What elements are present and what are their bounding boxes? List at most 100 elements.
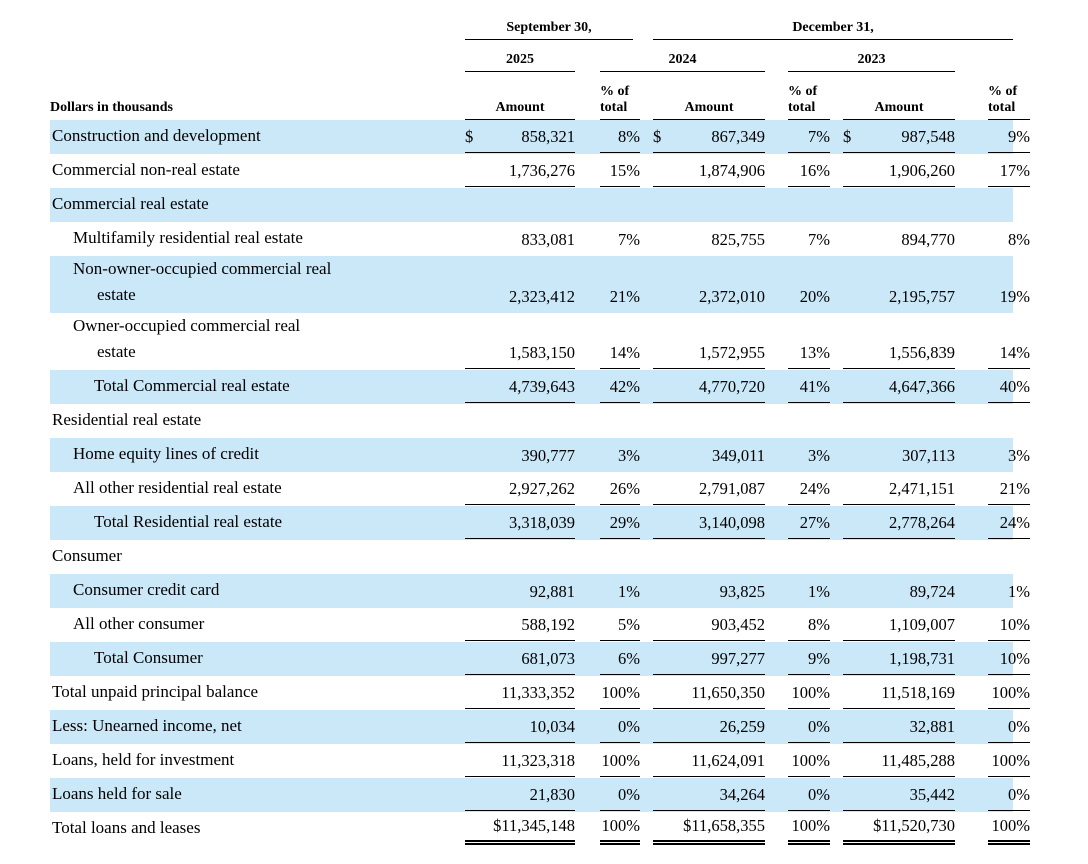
pct-2024-cell: 0% [788, 717, 830, 743]
amount-2024-cell: 1,572,955 [653, 343, 765, 369]
pct-2024-cell [788, 432, 830, 438]
year-column-2025: 2025 [465, 52, 575, 72]
table-body: Construction and development $858,321 8%… [50, 120, 1030, 846]
table-header-date-groups: September 30, December 31, [50, 10, 1030, 40]
year-column-2023: 2023 [788, 52, 955, 72]
amount-2023-cell: 1,198,731 [843, 649, 955, 675]
dollar-sign: $ [843, 127, 852, 146]
table-row: Commercial non-real estate 1,736,276 15%… [50, 154, 1030, 188]
pct-header-line1: % of [600, 84, 630, 100]
table-row: Residential real estate [50, 404, 1030, 438]
year-column-2024: 2024 [600, 52, 765, 72]
row-label: Home equity lines of credit [50, 441, 465, 473]
table-header-years: 2025 2024 2023 [50, 40, 1030, 72]
row-label-line1: Total Commercial real estate [94, 375, 290, 395]
amount-2025-cell: $11,345,148 [465, 816, 575, 845]
pct-2025-cell: 21% [609, 287, 640, 306]
row-label: Commercial non-real estate [50, 157, 465, 189]
pct-2025-cell: 7% [618, 230, 640, 249]
amount-2023-cell: $11,520,730 [843, 816, 955, 845]
row-label: Total Consumer [50, 645, 465, 677]
pct-2025-cell: 15% [600, 161, 640, 187]
row-label-line1: Consumer [52, 545, 122, 565]
row-label-line1: Less: Unearned income, net [52, 715, 242, 735]
row-label-line1: Multifamily residential real estate [73, 227, 303, 247]
pct-2023-cell: 0% [988, 785, 1030, 811]
amount-2025-cell: 92,881 [529, 582, 575, 601]
pct-header-2023: % of total [988, 84, 1030, 120]
table-row: Total Commercial real estate 4,739,643 4… [50, 370, 1030, 404]
row-label-line1: Non-owner-occupied commercial real [73, 259, 332, 278]
dollar-sign: $ [465, 127, 474, 146]
pct-2023-cell: 17% [988, 161, 1030, 187]
row-label-line1: Loans held for sale [52, 783, 182, 803]
amount-2023-cell: 2,195,757 [889, 287, 955, 306]
amount-2024-cell: $867,349 [653, 127, 765, 153]
amount-2024-cell: 3,140,098 [653, 513, 765, 539]
table-row: Less: Unearned income, net 10,034 0% 26,… [50, 710, 1030, 744]
pct-2024-cell: 7% [788, 127, 830, 153]
pct-2025-cell: 42% [600, 377, 640, 403]
amount-2024-cell: 349,011 [711, 446, 765, 465]
pct-header-2024: % of total [788, 84, 830, 120]
row-label: Residential real estate [50, 407, 465, 439]
amount-2024-cell: 26,259 [653, 717, 765, 743]
amount-2023-cell: 1,556,839 [843, 343, 955, 369]
pct-2025-cell: 100% [600, 683, 640, 709]
pct-header-line2: total [788, 99, 816, 115]
amount-2023-cell: 894,770 [901, 230, 955, 249]
table-row: Total Consumer 681,073 6% 997,277 9% 1,1… [50, 642, 1030, 676]
pct-2025-cell: 3% [618, 446, 640, 465]
row-label-line1: Owner-occupied commercial real [73, 316, 301, 335]
table-row: All other consumer 588,192 5% 903,452 8%… [50, 608, 1030, 642]
amount-2025-cell: 10,034 [465, 717, 575, 743]
pct-2024-cell: 100% [788, 683, 830, 709]
pct-2025-cell: 5% [600, 615, 640, 641]
amount-2025-cell: 21,830 [465, 785, 575, 811]
pct-2025-cell [600, 216, 640, 222]
pct-2023-cell: 40% [988, 377, 1030, 403]
table-row: Loans, held for investment 11,323,318 10… [50, 744, 1030, 778]
table-row: Commercial real estate [50, 188, 1030, 222]
row-label: All other residential real estate [50, 475, 465, 507]
table-row: Owner-occupied commercial real estate 1,5… [50, 313, 1030, 370]
amount-2023-cell [843, 568, 955, 574]
row-label: Total Residential real estate [50, 509, 465, 541]
amount-2024-cell: 11,624,091 [653, 751, 765, 777]
amount-2023-cell: 1,906,260 [843, 161, 955, 187]
row-label: Multifamily residential real estate [50, 225, 465, 257]
amount-2025-cell: 3,318,039 [465, 513, 575, 539]
amount-2024-cell: 997,277 [653, 649, 765, 675]
table-row: Home equity lines of credit 390,777 3% 3… [50, 438, 1030, 472]
row-label: All other consumer [50, 611, 465, 643]
pct-2024-cell: 27% [788, 513, 830, 539]
row-label-line1: Loans, held for investment [52, 749, 235, 769]
amount-2025-cell: 1,736,276 [465, 161, 575, 187]
pct-2024-cell: 13% [788, 343, 830, 369]
amount-2025-cell: 2,927,262 [465, 479, 575, 505]
row-label: Non-owner-occupied commercial real estate [50, 256, 465, 313]
pct-2025-cell [600, 568, 640, 574]
pct-2023-cell: 0% [988, 717, 1030, 743]
pct-2023-cell: 100% [988, 683, 1030, 709]
amount-2025-cell [465, 568, 575, 574]
pct-2024-cell: 20% [799, 287, 830, 306]
amount-2025-cell: 11,323,318 [465, 751, 575, 777]
amount-2024-cell: 93,825 [719, 582, 765, 601]
row-label-line2: estate [97, 341, 136, 361]
table-row: All other residential real estate 2,927,… [50, 472, 1030, 506]
amount-2025-cell: 2,323,412 [509, 287, 575, 306]
amount-2023-cell [843, 216, 955, 222]
pct-2024-cell: 0% [788, 785, 830, 811]
corner-caption: Dollars in thousands [50, 99, 173, 115]
amount-2024-cell [653, 432, 765, 438]
row-label: Less: Unearned income, net [50, 713, 465, 745]
pct-2025-cell: 29% [600, 513, 640, 539]
amount-2023-cell: 2,778,264 [843, 513, 955, 539]
pct-2024-cell: 7% [808, 230, 830, 249]
pct-2023-cell: 8% [1008, 230, 1030, 249]
row-label-line1: Total loans and leases [52, 817, 201, 837]
amount-2024-cell: 2,791,087 [653, 479, 765, 505]
pct-2023-cell: 9% [988, 127, 1030, 153]
row-label-line1: Residential real estate [52, 409, 202, 429]
